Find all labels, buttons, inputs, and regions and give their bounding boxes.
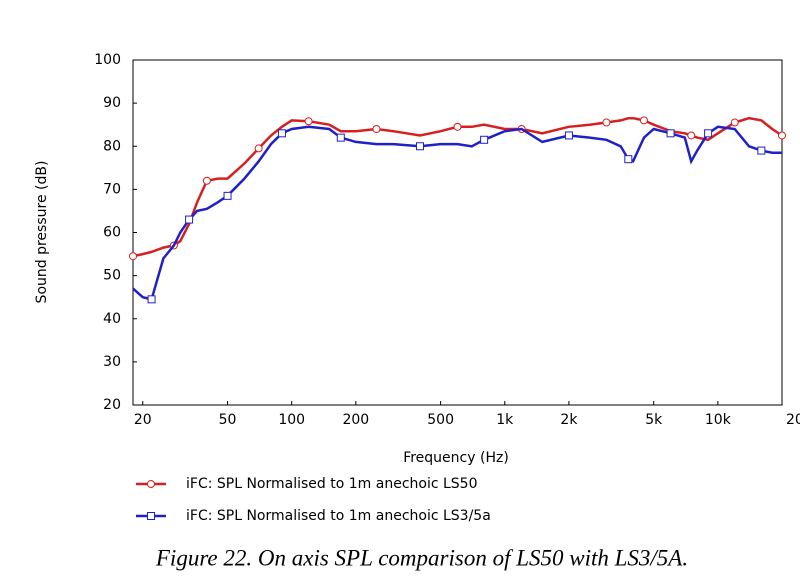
marker: [480, 135, 489, 144]
x-tick-label: 1k: [496, 412, 514, 428]
marker: [564, 131, 573, 140]
marker: [730, 118, 739, 127]
marker: [254, 144, 263, 153]
legend-marker: [147, 512, 155, 520]
marker: [336, 133, 345, 142]
plot-frame: [132, 59, 783, 406]
x-tick-label: 10k: [705, 412, 732, 428]
marker: [453, 122, 462, 131]
marker: [277, 129, 286, 138]
marker: [185, 215, 194, 224]
y-tick-label: 50: [103, 268, 121, 284]
marker: [704, 129, 713, 138]
x-tick-label: 20: [134, 412, 152, 428]
x-tick-label: 20: [786, 412, 800, 428]
x-tick-label: 5k: [645, 412, 663, 428]
marker: [639, 116, 648, 125]
y-tick-label: 30: [103, 354, 121, 370]
x-tick-label: 100: [278, 412, 305, 428]
marker: [666, 129, 675, 138]
caption: Figure 22. On axis SPL comparison of LS5…: [155, 545, 688, 570]
y-tick-label: 100: [94, 52, 121, 68]
marker: [624, 155, 633, 164]
marker: [415, 142, 424, 151]
legend-marker: [147, 480, 155, 488]
x-axis-label: Frequency (Hz): [403, 450, 509, 466]
y-tick-label: 60: [103, 225, 121, 241]
x-tick-label: 2k: [560, 412, 578, 428]
marker: [223, 191, 232, 200]
y-tick-label: 90: [103, 95, 121, 111]
x-tick-label: 500: [427, 412, 454, 428]
marker: [687, 131, 696, 140]
y-tick-label: 80: [103, 138, 121, 154]
marker: [778, 131, 786, 140]
marker: [202, 176, 211, 185]
marker: [147, 295, 156, 304]
marker: [757, 146, 766, 155]
x-tick-label: 50: [219, 412, 237, 428]
marker: [304, 117, 313, 126]
legend-label: iFC: SPL Normalised to 1m anechoic LS3/5…: [186, 508, 491, 524]
marker: [602, 118, 611, 127]
marker: [372, 125, 381, 133]
y-tick-label: 20: [103, 397, 121, 413]
series-line: [132, 125, 782, 301]
x-tick-label: 200: [342, 412, 369, 428]
y-tick-label: 70: [103, 181, 121, 197]
y-tick-label: 40: [103, 311, 121, 327]
y-axis-label: Sound pressure (dB): [34, 161, 50, 304]
legend-label: iFC: SPL Normalised to 1m anechoic LS50: [186, 476, 478, 492]
marker: [129, 252, 137, 261]
